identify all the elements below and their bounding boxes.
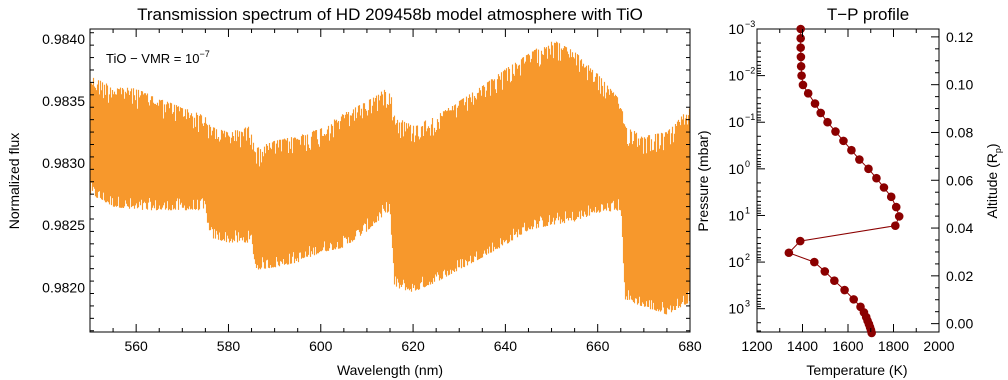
tp-frame (756, 28, 940, 333)
tp-y-tick-exponent: −1 (745, 112, 755, 122)
tp-data-point (864, 164, 873, 174)
spectrum-y-tick-label: 0.9840 (42, 31, 85, 47)
tp-y-tick-label: 10 (728, 114, 744, 130)
spectrum-annotation: TiO − VMR = 10−7 (106, 49, 210, 66)
tp-data-point (796, 61, 806, 71)
spectrum-x-tick-label: 600 (309, 338, 333, 354)
spectrum-series-flux (89, 41, 691, 315)
spectrum-panel: Transmission spectrum of HD 209458b mode… (6, 5, 702, 378)
tp-y-tick-label: 10 (728, 254, 744, 270)
tp-y2-tick-label: 0.04 (946, 220, 973, 236)
spectrum-annotation-text: TiO − VMR = 10 (106, 51, 199, 66)
spectrum-axes: 560 580 600 620 640 660 680 0.9820 0.9825 0.9830 0… (42, 29, 702, 354)
tp-data-point (894, 212, 904, 221)
tp-data-point (891, 202, 901, 212)
tp-data-point (847, 145, 856, 155)
tp-data-point (797, 71, 806, 80)
spectrum-y-tick-label: 0.9825 (42, 217, 85, 233)
tp-data-point (839, 136, 848, 146)
tp-y-tick-label: 10 (728, 68, 744, 84)
tp-y2-tick-label: 0.02 (946, 268, 973, 284)
tp-title: T−P profile (827, 5, 909, 24)
tp-data-point (886, 192, 896, 202)
spectrum-y-tick-label: 0.9830 (42, 155, 85, 171)
tp-data-point (867, 328, 876, 338)
tp-y-tick-exponent: 3 (745, 299, 750, 309)
tp-y-tick-label: 10 (728, 207, 744, 223)
tp-data-point (831, 127, 840, 136)
tp-data-point (784, 248, 794, 258)
tp-data-point (891, 221, 900, 231)
tp-data-point (810, 257, 819, 267)
spectrum-y-tick-label: 0.9820 (42, 279, 85, 295)
tp-data-point (830, 276, 839, 286)
tp-x-tick-label: 1600 (832, 338, 863, 354)
spectrum-x-axis-label: Wavelength (nm) (337, 362, 443, 378)
tp-y-tick-label: 10 (728, 161, 744, 177)
spectrum-annotation-exponent: −7 (199, 49, 209, 59)
spectrum-x-tick-label: 640 (494, 338, 518, 354)
tp-y-tick-exponent: 0 (745, 159, 750, 169)
spectrum-x-tick-label: 660 (586, 338, 610, 354)
tp-data-point (879, 183, 889, 192)
tp-x-tick-label: 2000 (923, 338, 954, 354)
tp-data-point (849, 295, 858, 304)
tp-data-point (823, 117, 832, 127)
tp-y2-tick-label: 0.10 (946, 77, 973, 93)
spectrum-y-tick-label: 0.9835 (42, 93, 85, 109)
tp-data-point (872, 173, 881, 183)
tp-y-tick-exponent: −3 (745, 19, 755, 29)
tp-x-tick-label: 1400 (787, 338, 818, 354)
tp-data-point (796, 34, 805, 43)
tp-y2-axis-label: Altitude (Rp) (984, 143, 1003, 218)
tp-y-tick-exponent: 2 (745, 252, 750, 262)
tp-y2-tick-label: 0.06 (946, 172, 973, 188)
tp-y-tick-label: 10 (728, 21, 744, 37)
tp-data-point (795, 236, 805, 246)
tp-data-point (796, 24, 805, 34)
tp-data-point (796, 43, 805, 52)
tp-x-tick-label: 1200 (741, 338, 772, 354)
tp-plot-area (784, 24, 904, 338)
tp-data-point (816, 108, 825, 118)
tp-y-tick-exponent: 1 (745, 205, 750, 215)
tp-y-tick-label: 10 (728, 301, 744, 317)
tp-y2-tick-label: 0.08 (946, 124, 973, 140)
spectrum-plot-area (89, 41, 691, 315)
spectrum-title: Transmission spectrum of HD 209458b mode… (137, 5, 643, 24)
spectrum-x-tick-label: 680 (678, 338, 702, 354)
tp-data-point (840, 285, 849, 295)
spectrum-x-tick-label: 580 (217, 338, 241, 354)
tp-y2-tick-label: 0.12 (946, 29, 973, 45)
tp-data-point (796, 52, 806, 62)
tp-data-point (798, 80, 808, 90)
tp-x-axis-label: Temperature (K) (806, 362, 907, 378)
spectrum-y-axis-label: Normalized flux (6, 133, 22, 229)
tp-y2-axis-label-main: Altitude (R (984, 153, 1000, 218)
tp-y-axis-label: Pressure (mbar) (695, 130, 711, 231)
tp-profile-panel: T−P profile 1200 1400 1600 1800 200010−310−2… (695, 5, 1003, 378)
tp-y2-axis-label-close: ) (984, 143, 1000, 148)
tp-data-point (803, 89, 813, 98)
spectrum-x-tick-label: 620 (401, 338, 425, 354)
spectrum-x-tick-label: 560 (124, 338, 148, 354)
tp-data-point (810, 99, 820, 108)
tp-x-tick-label: 1800 (878, 338, 909, 354)
tp-data-point (820, 267, 830, 276)
tp-data-point (855, 155, 864, 164)
tp-y2-tick-label: 0.00 (946, 316, 973, 332)
tp-y-tick-exponent: −2 (745, 66, 755, 76)
tp-y2-axis-label-sub: p (993, 148, 1003, 153)
